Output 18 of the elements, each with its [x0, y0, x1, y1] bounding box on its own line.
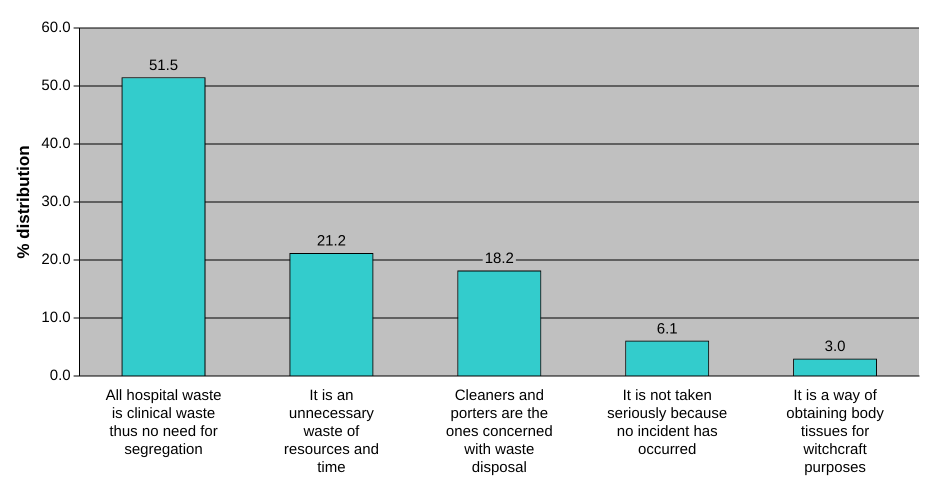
data-label: 6.1	[656, 320, 678, 338]
data-label: 3.0	[824, 338, 846, 356]
y-tick-label: 30.0	[41, 193, 71, 210]
x-tick-label: All hospital waste is clinical waste thus no need for segregation	[106, 387, 222, 458]
x-tick-label: It is a way of obtaining body tissues for witchcraft purposes	[786, 387, 884, 476]
data-label: 18.2	[484, 250, 514, 268]
y-tick-label: 60.0	[41, 19, 71, 36]
x-tick-label: It is an unnecessary waste of resources and time	[284, 387, 379, 476]
y-tick-label: 0.0	[50, 367, 71, 384]
y-tick-label: 40.0	[41, 135, 71, 152]
x-tick-label: It is not taken seriously because no incident has occurred	[607, 387, 728, 458]
x-tick-label: Cleaners and porters are the ones concerned with waste disposal	[446, 387, 553, 476]
data-label: 51.5	[148, 56, 178, 74]
data-label: 21.2	[316, 232, 346, 250]
y-tick-label: 20.0	[41, 251, 71, 268]
y-tick-label: 10.0	[41, 309, 71, 326]
y-tick-label: 50.0	[41, 77, 71, 94]
y-axis-title: % distribution	[14, 145, 33, 259]
